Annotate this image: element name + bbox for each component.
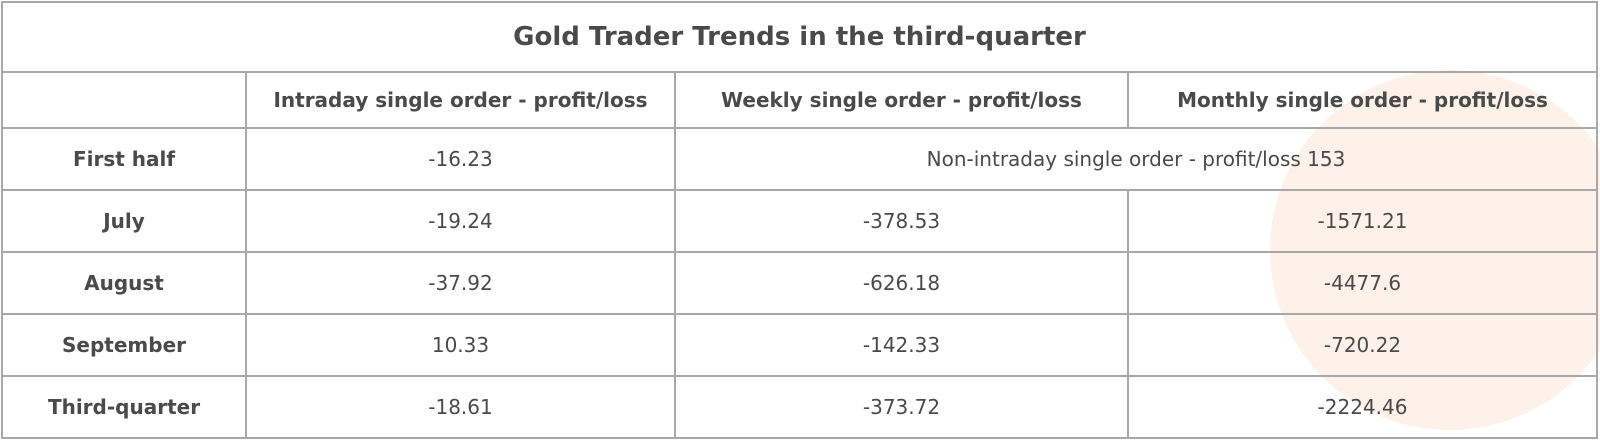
cell: -18.61 bbox=[245, 375, 676, 439]
data-row: July -19.24 -378.53 -1571.21 bbox=[1, 189, 1598, 253]
row-label: September bbox=[1, 313, 247, 377]
data-row: First half -16.23 Non-intraday single orde… bbox=[1, 127, 1598, 191]
cell: -2224.46 bbox=[1127, 375, 1598, 439]
header-row: Intraday single order - profit/loss Weekl… bbox=[1, 71, 1598, 129]
cell: -378.53 bbox=[674, 189, 1129, 253]
data-row: September 10.33 -142.33 -720.22 bbox=[1, 313, 1598, 377]
merged-cell: Non-intraday single order - profit/loss … bbox=[674, 127, 1598, 191]
row-label: August bbox=[1, 251, 247, 315]
cell: -626.18 bbox=[674, 251, 1129, 315]
corner-cell bbox=[1, 71, 247, 129]
data-row: Third-quarter -18.61 -373.72 -2224.46 bbox=[1, 375, 1598, 439]
row-label: July bbox=[1, 189, 247, 253]
table-title: Gold Trader Trends in the third-quarter bbox=[1, 1, 1598, 73]
cell: -142.33 bbox=[674, 313, 1129, 377]
cell: -37.92 bbox=[245, 251, 676, 315]
cell: 10.33 bbox=[245, 313, 676, 377]
title-row: Gold Trader Trends in the third-quarter bbox=[1, 1, 1598, 73]
column-header: Intraday single order - profit/loss bbox=[245, 71, 676, 129]
cell: -720.22 bbox=[1127, 313, 1598, 377]
row-label: Third-quarter bbox=[1, 375, 247, 439]
data-row: August -37.92 -626.18 -4477.6 bbox=[1, 251, 1598, 315]
cell: -1571.21 bbox=[1127, 189, 1598, 253]
column-header: Monthly single order - profit/loss bbox=[1127, 71, 1598, 129]
cell: -373.72 bbox=[674, 375, 1129, 439]
cell: -19.24 bbox=[245, 189, 676, 253]
column-header: Weekly single order - profit/loss bbox=[674, 71, 1129, 129]
cell: -4477.6 bbox=[1127, 251, 1598, 315]
row-label: First half bbox=[1, 127, 247, 191]
cell: -16.23 bbox=[245, 127, 676, 191]
